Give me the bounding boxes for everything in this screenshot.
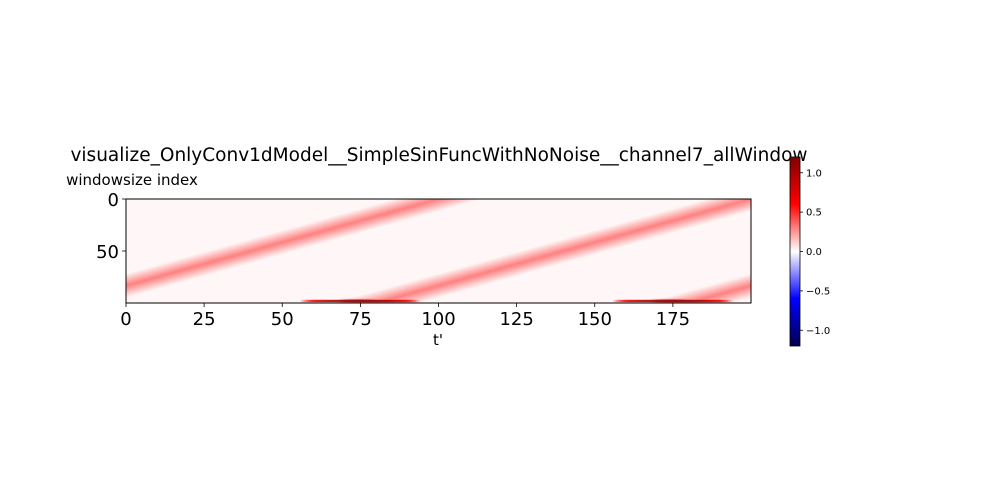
colorbar: 1.0 0.5 0.0 −0.5 −1.0 — [789, 156, 830, 347]
x-tick-label: 125 — [499, 309, 533, 330]
colorbar-tick-label: 0.0 — [806, 247, 822, 258]
colorbar-tick-label: −1.0 — [806, 326, 830, 337]
x-tick-label: 0 — [120, 309, 131, 330]
x-tick-label: 75 — [349, 309, 372, 330]
colorbar-gradient — [789, 156, 801, 347]
colorbar-tick-label: 0.5 — [806, 208, 822, 219]
y-axis-ticks: 0 50 — [96, 190, 126, 263]
x-axis-label: t' — [433, 331, 443, 349]
colorbar-ticks: 1.0 0.5 0.0 −0.5 −1.0 — [800, 168, 830, 337]
colorbar-tick-label: −0.5 — [806, 286, 830, 297]
x-tick-label: 150 — [578, 309, 612, 330]
y-axis-label: windowsize index — [66, 171, 198, 189]
y-tick-label: 50 — [96, 242, 119, 263]
chart-title: visualize_OnlyConv1dModel__SimpleSinFunc… — [70, 145, 807, 166]
heatmap-image — [126, 199, 751, 303]
heatmap — [125, 198, 752, 304]
x-tick-label: 50 — [271, 309, 294, 330]
x-tick-label: 25 — [193, 309, 216, 330]
x-tick-label: 100 — [421, 309, 455, 330]
y-tick-label: 0 — [108, 190, 119, 211]
x-axis-ticks: 0 25 50 75 100 125 150 175 — [120, 303, 690, 330]
colorbar-tick-label: 1.0 — [806, 168, 822, 179]
x-tick-label: 175 — [656, 309, 690, 330]
